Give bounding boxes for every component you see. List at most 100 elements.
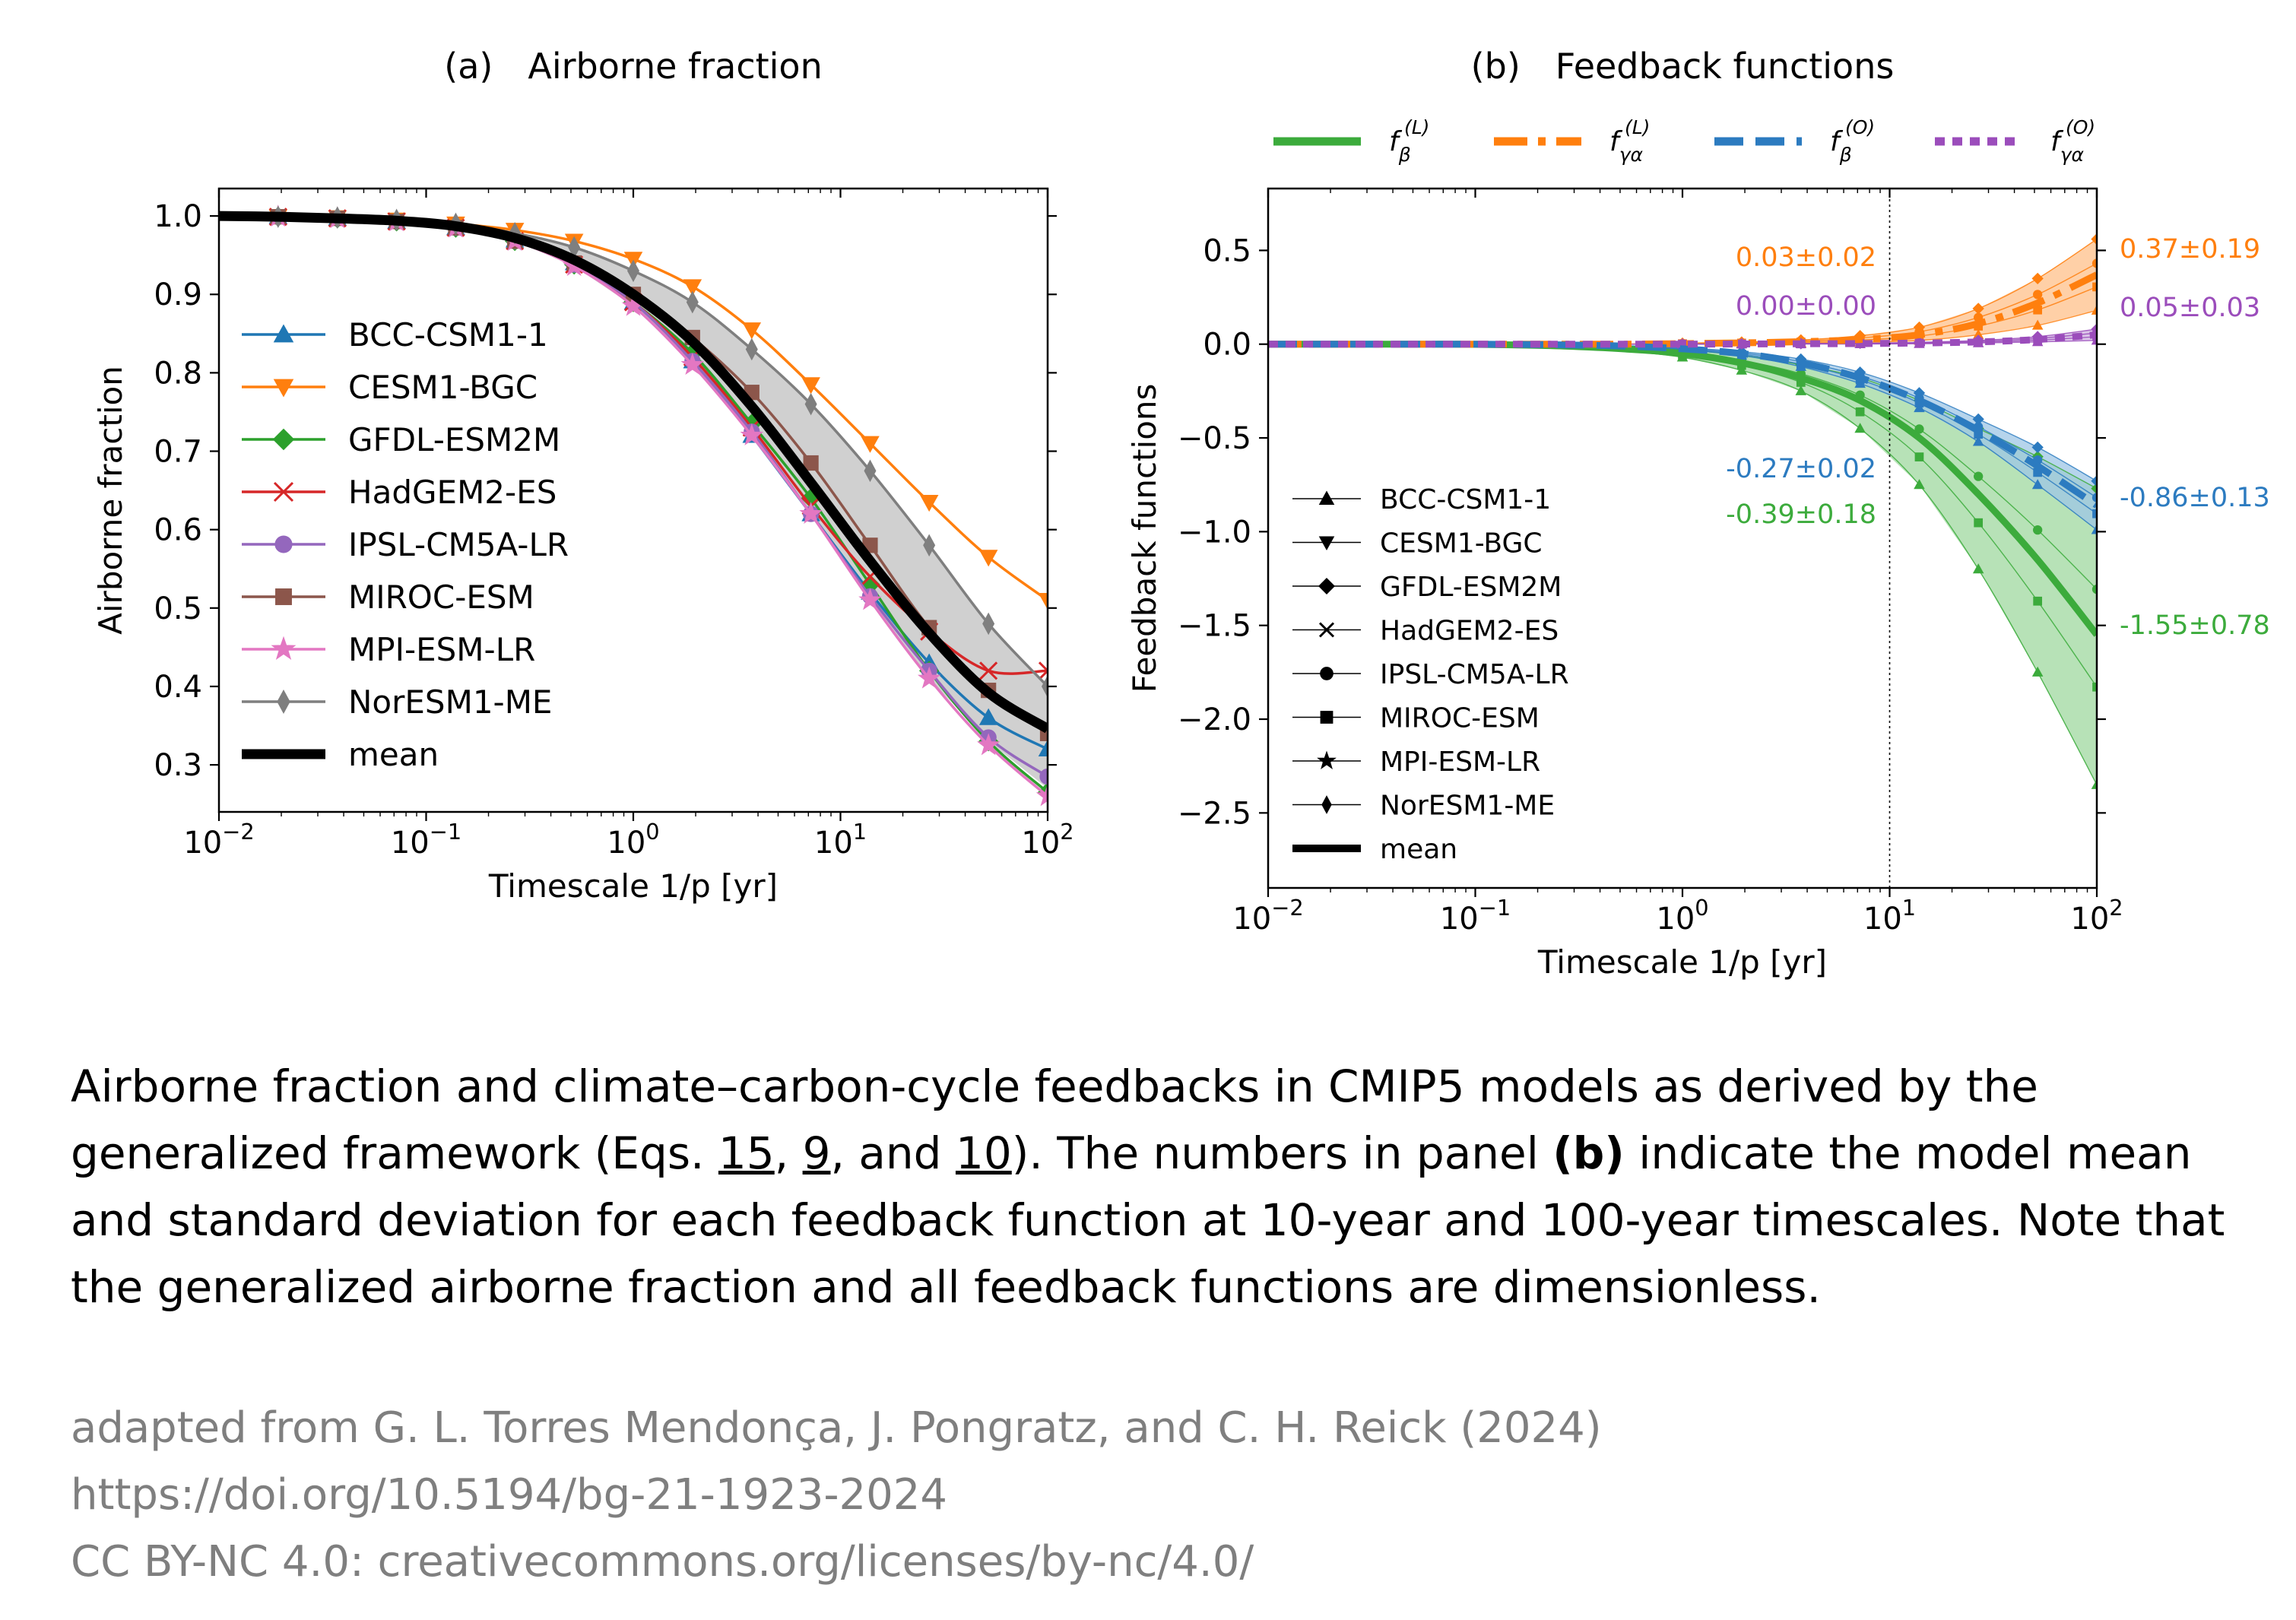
b-legend-marker-ipsl-cm5a-lr (1320, 667, 1334, 680)
model-point-ocean-beta (1914, 402, 1925, 413)
model-point-land-beta (1972, 563, 1984, 574)
panel-b-model-legend: BCC-CSM1-1 CESM1-BGC GFDL-ESM2M HadGEM2-ES I… (1292, 484, 1569, 865)
a-xtick-label: 10−1 (391, 819, 461, 861)
model-point-land-beta (1854, 423, 1866, 433)
model-point-ocean-beta (2091, 475, 2097, 487)
data-point-mpi-esm-lr (858, 588, 882, 610)
a-ytick-label: 1.0 (154, 199, 202, 234)
b-legend-label-gfdl-esm2m: GFDL-ESM2M (1380, 572, 1562, 603)
data-point-noresm1-me (923, 534, 936, 557)
legend-label-bcc-csm1-1: BCC-CSM1-1 (348, 316, 548, 353)
top-legend-sup-land-beta: (L) (1404, 116, 1429, 138)
b-legend-label-noresm1-me: NorESM1-ME (1380, 791, 1555, 822)
model-point-ocean-beta (1972, 436, 1984, 446)
caption-text-3: indicate the model mean and standard dev… (71, 1127, 2225, 1313)
b-x-axis-label: Timescale 1/p [yr] (1537, 943, 1827, 981)
data-point-bcc-csm1-1 (1038, 739, 1048, 757)
model-point-land-gamma (2091, 258, 2097, 268)
data-point-mpi-esm-lr (740, 423, 764, 445)
data-point-cesm1-bgc (919, 495, 939, 512)
data-point-cesm1-bgc (801, 377, 820, 395)
panel-a-airborne-fraction: (a) Airborne fraction 10−2 10−1 100 101 102 0.… (92, 46, 1074, 905)
a-ytick-label: 0.3 (154, 748, 202, 783)
data-point-cesm1-bgc (1038, 592, 1048, 610)
data-point-cesm1-bgc (978, 550, 998, 567)
legend-marker-mpi-esm-lr (271, 636, 297, 660)
annotation-ocean-gamma-10yr: 0.00±0.00 (1736, 291, 1876, 322)
credit-license[interactable]: CC BY-NC 4.0: creativecommons.org/licens… (71, 1537, 1254, 1587)
a-ytick-label: 0.7 (154, 435, 202, 470)
b-legend-marker-gfdl-esm2m (1318, 578, 1335, 594)
a-ytick-label: 0.5 (154, 591, 202, 626)
data-point-noresm1-me (626, 259, 640, 283)
caption-sep-2: , and (830, 1127, 956, 1179)
top-legend-sup-ocean-beta: (O) (1845, 116, 1875, 138)
legend-label-gfdl-esm2m: GFDL-ESM2M (348, 421, 560, 458)
series-line-mean (219, 211, 1048, 734)
figure: (a) Airborne fraction 10−2 10−1 100 101 102 0.… (92, 46, 2270, 981)
model-spread-band (219, 216, 1048, 789)
b-xtick-label: 102 (2070, 895, 2123, 937)
model-point-land-gamma (1972, 303, 1984, 315)
model-point-ocean-beta (2031, 441, 2044, 454)
equation-link-10[interactable]: 10 (955, 1127, 1012, 1179)
a-xtick-label: 10−2 (183, 819, 254, 861)
data-point-bcc-csm1-1 (978, 708, 998, 725)
equation-link-15[interactable]: 15 (718, 1127, 775, 1179)
data-point-cesm1-bgc (861, 436, 880, 453)
panel-a-legend: BCC-CSM1-1 CESM1-BGC GFDL-ESM2M HadGEM2-ES I… (242, 316, 569, 773)
data-point-mpi-esm-lr (799, 502, 823, 525)
model-point-land-beta (2031, 666, 2044, 677)
model-point-land-gamma (2031, 272, 2044, 285)
b-legend-marker-hadgem2-es (1318, 622, 1335, 638)
annotation-land-beta-100yr: -1.55±0.78 (2120, 610, 2270, 641)
equation-link-9[interactable]: 9 (802, 1127, 831, 1179)
annotation-land-gamma-10yr: 0.03±0.02 (1736, 243, 1876, 273)
panel-a-plot-area (219, 204, 1048, 807)
a-ytick-label: 0.9 (154, 277, 202, 312)
legend-label-mean: mean (348, 736, 439, 773)
data-point-noresm1-me (686, 290, 699, 314)
a-xtick-label: 102 (1021, 819, 1073, 861)
b-legend-label-cesm1-bgc: CESM1-BGC (1380, 528, 1543, 560)
data-point-miroc-esm (803, 455, 819, 471)
model-point-land-beta (1914, 452, 1924, 461)
b-legend-label-miroc-esm: MIROC-ESM (1380, 703, 1540, 734)
caption-bold-panel: (b) (1552, 1127, 1625, 1179)
caption-sep-1: , (774, 1127, 803, 1179)
legend-label-ipsl-cm5a-lr: IPSL-CM5A-LR (348, 526, 569, 563)
legend-marker-cesm1-bgc (273, 379, 294, 398)
data-point-cesm1-bgc (742, 322, 762, 340)
a-ytick-label: 0.4 (154, 670, 202, 705)
b-ytick-label: −0.5 (1178, 421, 1251, 456)
model-point-land-gamma (2091, 304, 2097, 315)
b-legend-label-mpi-esm-lr: MPI-ESM-LR (1380, 747, 1540, 778)
data-point-noresm1-me (1041, 675, 1048, 698)
b-legend-marker-noresm1-me (1321, 795, 1332, 814)
legend-label-miroc-esm: MIROC-ESM (348, 579, 534, 616)
figure-caption: Airborne fraction and climate–carbon-cyc… (71, 1053, 2275, 1320)
data-point-mpi-esm-lr (976, 733, 1001, 756)
b-legend-marker-cesm1-bgc (1318, 536, 1335, 551)
model-point-ocean-beta (2031, 479, 2044, 490)
b-legend-label-ipsl-cm5a-lr: IPSL-CM5A-LR (1380, 659, 1569, 690)
b-xtick-label: 101 (1863, 895, 1916, 937)
credit-doi[interactable]: https://doi.org/10.5194/bg-21-1923-2024 (71, 1470, 948, 1520)
model-point-land-beta (1914, 479, 1925, 490)
b-xtick-label: 10−2 (1232, 895, 1303, 937)
data-point-mpi-esm-lr (1035, 784, 1048, 807)
b-ytick-label: 0.5 (1203, 233, 1251, 268)
caption-text-1: Airborne fraction and climate–carbon-cyc… (71, 1060, 2038, 1179)
legend-marker-bcc-csm1-1 (273, 324, 294, 343)
annotation-land-gamma-100yr: 0.37±0.19 (2120, 234, 2260, 265)
model-point-land-beta (2091, 584, 2097, 594)
legend-label-mpi-esm-lr: MPI-ESM-LR (348, 631, 535, 668)
source-credit: adapted from G. L. Torres Mendonça, J. P… (71, 1395, 2275, 1596)
b-ytick-label: −1.0 (1178, 515, 1251, 550)
data-point-hadgem2-es (1038, 661, 1048, 680)
top-legend-label-ocean-gamma: fγα (2050, 126, 2084, 166)
panel-b-top-legend: fβ(L) fγα(L) fβ(O) fγα(O) (1273, 116, 2095, 166)
top-legend-sup-ocean-gamma: (O) (2066, 116, 2095, 138)
legend-marker-miroc-esm (275, 588, 292, 605)
